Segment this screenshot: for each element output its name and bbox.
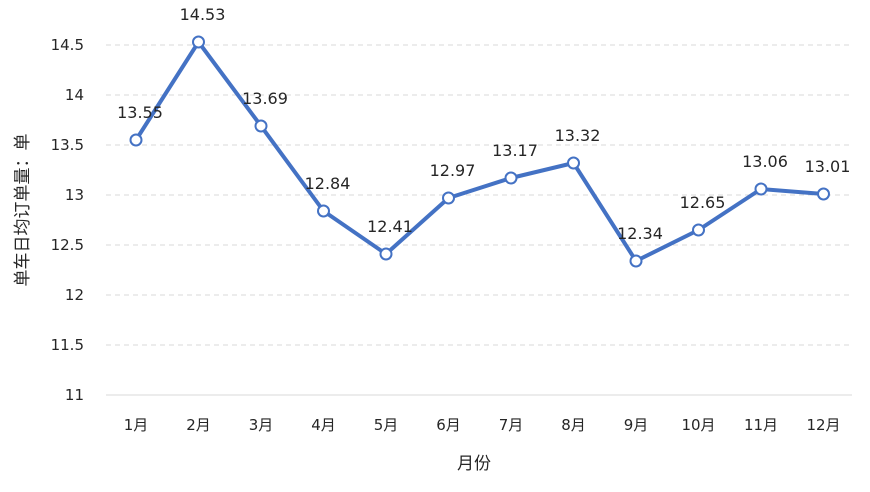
y-tick-label: 12 <box>65 286 84 304</box>
x-tick-label: 6月 <box>436 416 461 434</box>
points-layer <box>129 35 830 268</box>
y-tick-label: 12.5 <box>51 236 84 254</box>
data-label: 13.06 <box>742 152 788 171</box>
y-tick-label: 14.5 <box>51 36 84 54</box>
data-label: 13.32 <box>555 126 601 145</box>
x-tick-label: 8月 <box>561 416 586 434</box>
y-axis-ticks: 11 11.5 12 12.5 13 13.5 14 14.5 15 <box>51 0 84 404</box>
y-tick-label: 14 <box>65 86 84 104</box>
data-labels-layer: 13.55 14.53 13.69 12.84 12.41 12.97 13.17 13.32… <box>117 5 850 243</box>
data-point <box>129 133 143 147</box>
x-tick-label: 12月 <box>806 416 840 434</box>
data-label: 13.69 <box>242 89 288 108</box>
x-tick-label: 11月 <box>744 416 778 434</box>
data-point <box>504 171 518 185</box>
data-label: 13.55 <box>117 103 163 122</box>
data-point <box>754 182 768 196</box>
x-tick-label: 10月 <box>681 416 715 434</box>
data-point <box>379 247 393 261</box>
data-point <box>317 204 330 218</box>
y-axis-title: 单车日均订单量：单 <box>13 134 33 287</box>
data-label: 12.34 <box>617 224 663 243</box>
data-point <box>817 187 830 201</box>
x-tick-label: 4月 <box>311 416 336 434</box>
data-point <box>567 156 580 170</box>
y-tick-label: 13.5 <box>51 136 84 154</box>
x-axis-title: 月份 <box>457 454 491 474</box>
gridlines <box>106 44 852 396</box>
data-point <box>629 254 643 268</box>
data-point <box>192 35 205 49</box>
x-axis-ticks: 1月 2月 3月 4月 5月 6月 7月 8月 9月 10月 11月 12月 <box>124 416 841 434</box>
y-tick-label: 11 <box>65 386 84 404</box>
x-tick-label: 9月 <box>624 416 649 434</box>
data-label: 12.65 <box>680 193 726 212</box>
y-tick-label: 11.5 <box>51 336 84 354</box>
x-tick-label: 7月 <box>499 416 524 434</box>
x-tick-label: 2月 <box>186 416 211 434</box>
data-label: 13.17 <box>492 141 538 160</box>
x-tick-label: 5月 <box>374 416 399 434</box>
data-label: 12.97 <box>430 161 476 180</box>
data-label: 14.53 <box>180 5 226 24</box>
series-layer <box>134 40 826 263</box>
y-tick-label: 13 <box>65 186 84 204</box>
series-line <box>134 40 826 263</box>
x-tick-label: 1月 <box>124 416 149 434</box>
data-point <box>254 119 268 133</box>
data-point <box>692 223 705 237</box>
data-label: 13.01 <box>805 157 851 176</box>
x-tick-label: 3月 <box>249 416 274 434</box>
data-label: 12.41 <box>367 217 413 236</box>
data-label: 12.84 <box>305 174 351 193</box>
data-point <box>442 191 455 205</box>
y-tick-label: 15 <box>65 0 84 4</box>
